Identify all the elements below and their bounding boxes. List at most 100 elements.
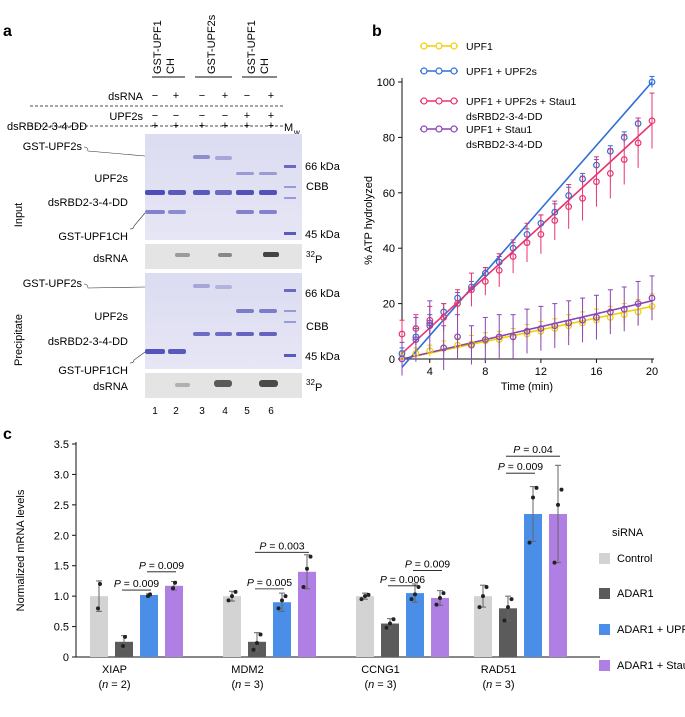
input-side-label: Input bbox=[13, 203, 25, 227]
series-group bbox=[398, 275, 656, 376]
replicate-point bbox=[173, 580, 177, 585]
row-upf2s-label: UPF2s bbox=[109, 111, 143, 123]
data-point bbox=[454, 300, 461, 308]
sign-dsrbd-3: + bbox=[199, 120, 205, 132]
data-point bbox=[620, 305, 628, 313]
n-value: = 2) bbox=[108, 679, 130, 691]
input-kda-66: 66 kDa bbox=[305, 161, 341, 173]
lane-numbers: 1 2 3 4 5 6 bbox=[152, 406, 274, 417]
sign-dsrna-6: + bbox=[268, 90, 274, 102]
data-point bbox=[648, 117, 656, 125]
precip-kda-45: 45 kDa bbox=[305, 351, 341, 363]
sign-dsrna-4: + bbox=[222, 90, 228, 102]
band bbox=[259, 172, 277, 175]
replicate-point bbox=[123, 634, 127, 639]
precip-pointer-gst-upf1ch bbox=[129, 351, 146, 364]
precip-strip-label: dsRNA bbox=[93, 381, 129, 393]
input-strip-label: dsRNA bbox=[93, 253, 129, 265]
panel-a-label: a bbox=[3, 23, 12, 40]
sign-dsrbd-2: + bbox=[173, 120, 179, 132]
bar bbox=[223, 596, 241, 657]
pvalue-label: P = 0.009 bbox=[114, 578, 159, 590]
band bbox=[145, 210, 165, 214]
y-tick-label: 3.5 bbox=[54, 439, 69, 451]
legend-swatch bbox=[599, 553, 610, 564]
replicate-point bbox=[409, 597, 414, 602]
input-gel-background bbox=[145, 134, 302, 240]
legend-marker bbox=[420, 125, 428, 133]
legend-label: ADAR1 + Stau1 bbox=[617, 660, 685, 672]
x-tick-label: 8 bbox=[482, 366, 488, 378]
replicate-point bbox=[96, 606, 100, 611]
bar bbox=[474, 596, 492, 657]
data-point bbox=[412, 336, 420, 344]
sign-upf2s-6: + bbox=[268, 110, 274, 122]
precip-p32-superscript: 32 bbox=[306, 378, 315, 387]
pvalue-symbol: P bbox=[498, 461, 505, 473]
replicate-point bbox=[391, 617, 396, 622]
replicate-point bbox=[148, 592, 152, 597]
replicate-point bbox=[366, 592, 371, 597]
sign-dsrbd-6: + bbox=[268, 120, 274, 132]
replicate-point bbox=[301, 585, 306, 590]
signal-spot bbox=[175, 383, 190, 387]
data-point bbox=[606, 170, 614, 177]
data-point bbox=[523, 239, 531, 247]
replicate-point bbox=[552, 560, 557, 565]
replicate-point bbox=[280, 598, 284, 603]
pvalue-symbol: P bbox=[114, 578, 121, 590]
bar bbox=[431, 597, 449, 657]
data-point bbox=[440, 314, 448, 321]
pvalue-symbol: P bbox=[380, 574, 387, 586]
y-axis-label: Normalized mRNA levels bbox=[15, 489, 27, 611]
legend-marker bbox=[450, 97, 458, 105]
data-point bbox=[648, 294, 656, 302]
input-pointer-gst-upf1ch bbox=[129, 212, 146, 230]
pvalue-label: P = 0.009 bbox=[498, 461, 543, 473]
band bbox=[145, 349, 165, 354]
signal-spot bbox=[214, 380, 232, 387]
replicate-point bbox=[98, 581, 102, 586]
pvalue-symbol: P bbox=[259, 540, 266, 552]
y-tick-label: 100 bbox=[377, 77, 395, 89]
band bbox=[145, 190, 165, 195]
data-point bbox=[579, 316, 586, 324]
mw-subscript: w bbox=[293, 128, 300, 137]
replicate-point bbox=[484, 585, 489, 590]
pvalue-label: P = 0.006 bbox=[380, 574, 425, 586]
input-label-upf2s: UPF2s bbox=[94, 173, 128, 185]
mrna-levels-chart: 0 0.5 1.0 1.5 2.0 2.5 3.0 3.5 Normalized mRNA le… bbox=[15, 439, 685, 691]
legend-title: siRNA bbox=[612, 527, 644, 539]
data-point bbox=[579, 194, 586, 202]
pvalue-number: = 0.003 bbox=[266, 540, 304, 552]
replicate-point bbox=[308, 554, 313, 559]
pvalue-symbol: P bbox=[513, 444, 520, 456]
x-axis-label: Time (min) bbox=[501, 381, 553, 393]
precip-label-dsrbd: dsRBD2-3-4-DD bbox=[48, 336, 128, 348]
data-point bbox=[481, 278, 489, 285]
data-point bbox=[523, 327, 531, 335]
sign-upf2s-5: + bbox=[244, 110, 250, 122]
legend-label: Control bbox=[617, 553, 652, 565]
replicate-point bbox=[481, 594, 485, 599]
data-point bbox=[454, 333, 461, 341]
input-p32-letter: P bbox=[315, 254, 322, 266]
legend-marker bbox=[420, 42, 428, 50]
precip-kda-66: 66 kDa bbox=[305, 288, 341, 300]
input-label-dsrbd: dsRBD2-3-4-DD bbox=[48, 197, 128, 209]
lane-number: 2 bbox=[173, 406, 179, 417]
marker-band bbox=[284, 165, 296, 168]
legend-label: UPF1 bbox=[466, 41, 493, 53]
replicate-point bbox=[384, 625, 389, 630]
replicate-point bbox=[527, 540, 532, 545]
sign-dsrna-1: − bbox=[152, 90, 158, 102]
input-p32-strip: dsRNA 32 P bbox=[93, 244, 322, 269]
legend-label: ADAR1 + UPF2 bbox=[617, 624, 685, 636]
data-point bbox=[551, 217, 559, 224]
replicate-point bbox=[477, 605, 482, 610]
group-n-label: (n = 3) bbox=[482, 679, 514, 691]
legend-marker bbox=[435, 42, 443, 50]
replicate-point bbox=[531, 495, 535, 500]
pvalue-label: P = 0.009 bbox=[139, 560, 184, 572]
